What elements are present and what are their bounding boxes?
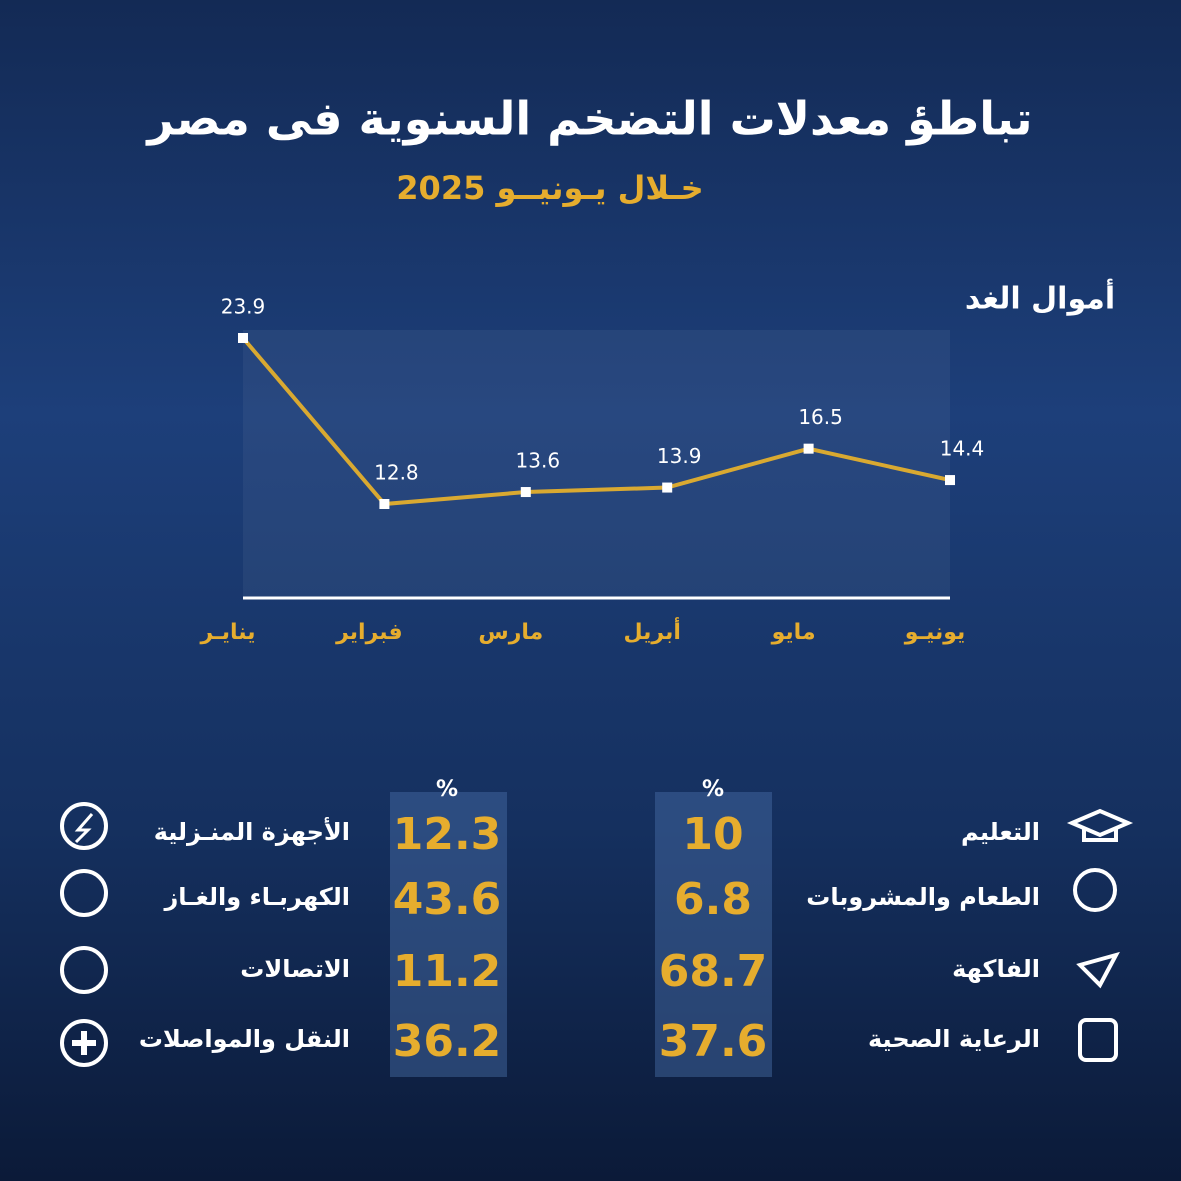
value-label: 16.5 <box>798 405 843 429</box>
brand-logo: أموال الغد <box>965 279 1115 317</box>
x-tick-label: يونيـو <box>904 620 966 645</box>
plug-icon <box>60 869 108 917</box>
subtitle: خـلال يـونيــو 2025 <box>396 169 703 207</box>
phone-icon <box>60 946 108 994</box>
row-value: 10 <box>682 809 743 860</box>
row-value: 12.3 <box>393 809 502 860</box>
unit-header: % <box>702 777 724 802</box>
row-label: الرعاية الصحية <box>868 1025 1040 1053</box>
row-label: الكهربـاء والغـاز <box>163 883 350 911</box>
icons <box>60 802 1134 1067</box>
row-value: 11.2 <box>393 946 502 997</box>
appliance-icon <box>60 802 108 850</box>
row-label: الطعام والمشروبات <box>806 883 1040 911</box>
bus-icon <box>1078 1018 1118 1062</box>
row-label: الأجهزة المنـزلية <box>154 817 350 846</box>
row-label: الفاكهة <box>952 955 1040 983</box>
value-label: 13.9 <box>657 444 702 468</box>
point <box>803 443 814 454</box>
x-tick-label: أبريل <box>624 616 681 645</box>
plot-area <box>243 330 950 598</box>
point <box>238 333 248 343</box>
unit-header: % <box>436 777 458 802</box>
line <box>241 336 951 507</box>
value-label: 14.4 <box>940 437 985 461</box>
row-value: 6.8 <box>674 874 752 925</box>
value-label: 23.9 <box>221 295 266 319</box>
row-value: 37.6 <box>659 1016 768 1067</box>
x-tick-label: ينايـر <box>200 620 256 645</box>
food-icon <box>1073 868 1117 912</box>
point <box>662 482 673 493</box>
row-label: الاتصالات <box>240 955 350 983</box>
x-tick-label: فبراير <box>335 620 403 645</box>
title: تباطؤ معدلات التضخم السنوية فى مصر <box>145 92 1032 146</box>
row-value: 68.7 <box>659 946 768 997</box>
row-value: 36.2 <box>393 1016 502 1067</box>
point <box>520 487 531 498</box>
x-tick-label: مايو <box>771 620 816 645</box>
cross <box>72 1031 96 1055</box>
row-value: 43.6 <box>393 874 502 925</box>
value-column <box>390 792 507 1077</box>
point <box>945 475 955 486</box>
point <box>379 499 390 509</box>
bolt <box>74 813 94 844</box>
value-label: 13.6 <box>516 449 561 473</box>
value-label: 12.8 <box>374 461 419 485</box>
fruit-icon <box>1076 951 1120 989</box>
health-icon <box>60 1019 108 1067</box>
education-icon <box>1066 808 1134 842</box>
row-label: النقل والمواصلات <box>139 1025 350 1053</box>
row-label: التعليم <box>961 818 1040 846</box>
value-column <box>655 792 772 1077</box>
x-tick-label: مارس <box>478 620 543 645</box>
